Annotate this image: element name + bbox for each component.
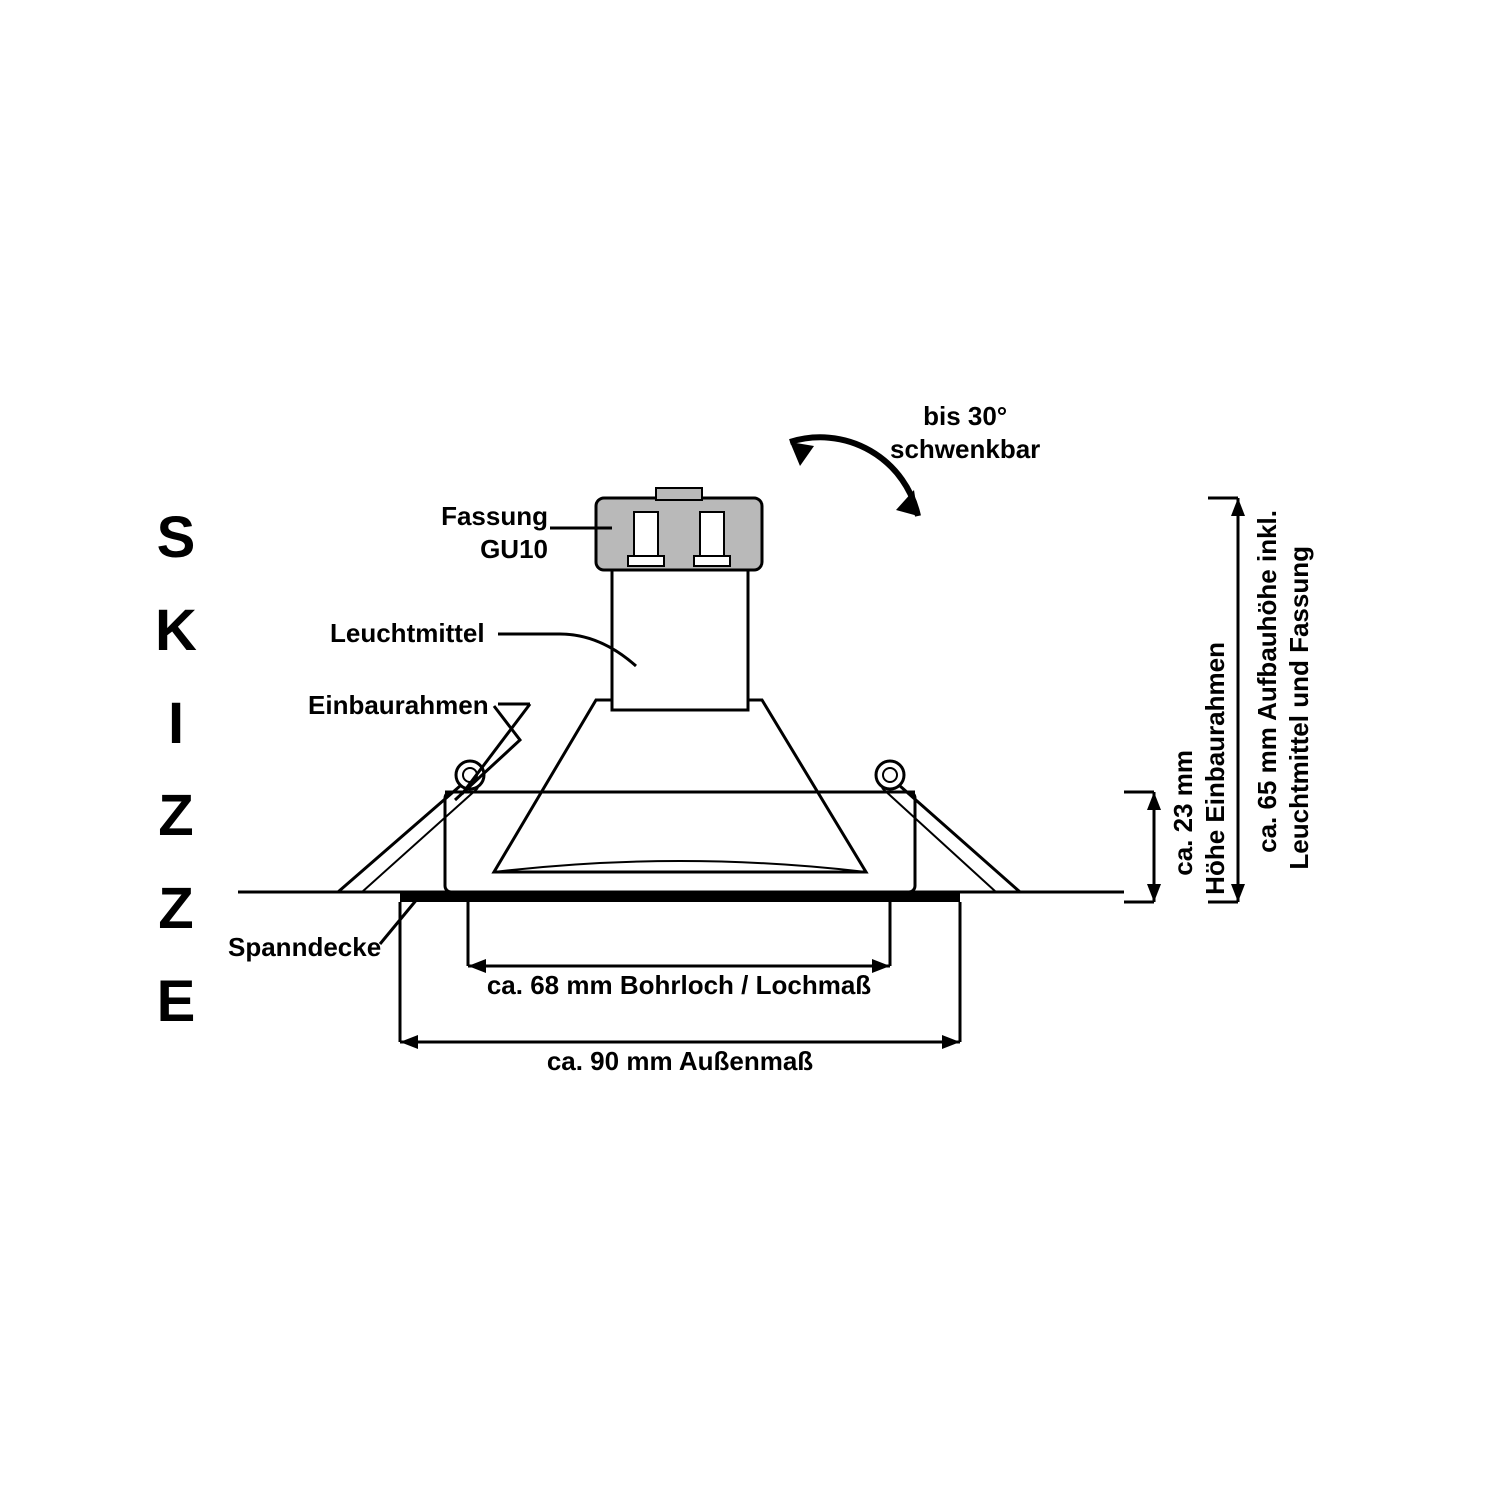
diagram-canvas: SKIZZE bis 30° schwenkbar Fassung GU10 L… xyxy=(0,0,1500,1500)
leader-overlay xyxy=(0,0,1500,1500)
